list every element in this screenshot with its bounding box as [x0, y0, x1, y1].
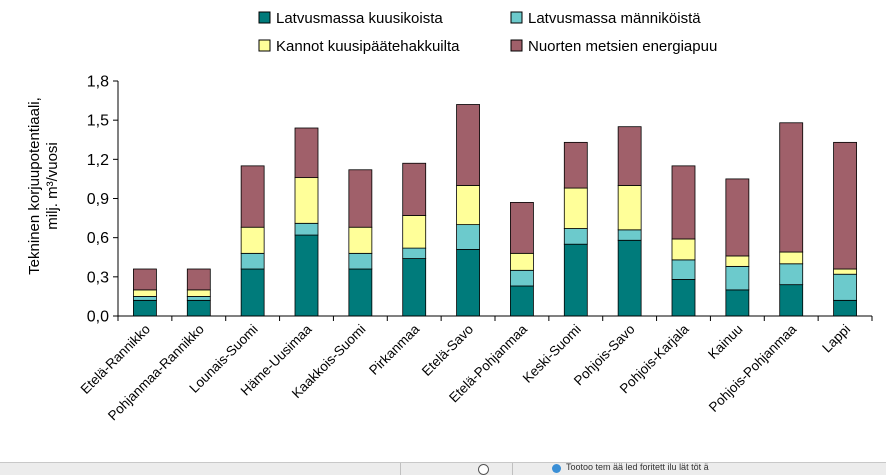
bar-segment — [779, 284, 804, 317]
legend-swatch — [258, 39, 271, 52]
bar-segment — [456, 224, 480, 250]
bar-segment — [671, 165, 696, 240]
legend-swatch — [510, 39, 523, 52]
y-tick-label: 1,5 — [87, 113, 109, 130]
legend-swatch — [258, 11, 271, 24]
x-tick-label: Lappi — [819, 322, 853, 356]
bar-segment — [294, 127, 319, 179]
bars — [133, 104, 857, 317]
status-separator — [512, 463, 513, 475]
bar-segment — [348, 169, 373, 228]
bar-segment — [402, 258, 427, 317]
bar-segment — [833, 268, 857, 275]
y-axis-title-line2: milj. m³/vuosi — [44, 142, 61, 230]
bar-segment — [240, 252, 265, 270]
bar-segment — [510, 202, 534, 254]
bar-segment — [456, 249, 480, 317]
bar-segment — [240, 165, 265, 228]
x-tick-labels: Etelä-RannikkoPohjanmaa-RannikkoLounais-… — [78, 321, 854, 423]
legend-label: Nuorten metsien energiapuu — [528, 38, 717, 55]
bar-segment — [563, 187, 588, 229]
y-tick-label: 0,6 — [87, 230, 109, 247]
bar-segment — [671, 279, 696, 317]
legend: Latvusmassa kuusikoista Latvusmassa männi… — [258, 10, 717, 55]
bar-segment — [294, 222, 319, 236]
bar-segment — [133, 299, 157, 317]
stacked-bar-chart: Latvusmassa kuusikoista Latvusmassa männi… — [26, 10, 873, 423]
bar-segment — [833, 141, 857, 270]
y-axis-title-line1: Tekninen korjuupotentiaali, — [26, 97, 43, 275]
bar-segment — [671, 259, 696, 280]
y-tick-label: 0,3 — [87, 269, 109, 286]
x-tick-label: Pirkanmaa — [366, 321, 423, 378]
bar-segment — [186, 268, 211, 291]
bar-segment — [563, 243, 588, 317]
bar-segment — [294, 177, 319, 224]
status-icon — [478, 464, 489, 475]
bar-segment — [240, 226, 265, 254]
bar-segment — [617, 229, 642, 241]
bar-segment — [510, 285, 534, 317]
legend-swatch — [510, 11, 523, 24]
bar-segment — [671, 238, 696, 261]
y-tick-label: 1,2 — [87, 152, 109, 169]
y-tick-labels: 0,0 0,3 0,6 0,9 1,2 1,5 1,8 — [87, 74, 109, 326]
bar-segment — [833, 273, 857, 301]
y-tick-label: 0,9 — [87, 191, 109, 208]
bar-segment — [133, 296, 157, 301]
status-text: Tootoo tem ää led foritett ilu lät töt ä — [566, 462, 709, 472]
bar-segment — [348, 226, 373, 254]
y-axis-title: Tekninen korjuupotentiaali, milj. m³/vuo… — [26, 97, 61, 275]
bar-segment — [617, 126, 642, 186]
bar-segment — [133, 289, 157, 297]
bar-segment — [833, 299, 857, 317]
bar-segment — [725, 178, 750, 257]
bar-segment — [617, 239, 642, 317]
bar-segment — [186, 299, 211, 317]
bar-segment — [402, 247, 427, 259]
y-tick-label: 1,8 — [87, 74, 109, 91]
bar-segment — [402, 162, 427, 216]
x-tick-label: Pohjanmaa-Rannikko — [105, 322, 207, 424]
bar-segment — [133, 268, 157, 291]
bar-segment — [563, 141, 588, 189]
bar-segment — [779, 122, 804, 253]
bar-segment — [725, 265, 750, 291]
y-tick-label: 0,0 — [87, 309, 109, 326]
bar-segment — [456, 104, 480, 186]
bar-segment — [779, 263, 804, 286]
bar-segment — [779, 251, 804, 265]
bar-segment — [563, 228, 588, 245]
x-tick-label: Kainuu — [705, 322, 745, 362]
axes — [113, 80, 873, 321]
legend-label: Latvusmassa männiköistä — [528, 10, 701, 27]
status-separator — [400, 463, 401, 475]
bar-segment — [617, 185, 642, 231]
status-bar: Tootoo tem ää led foritett ilu lät töt ä — [0, 462, 886, 475]
bar-segment — [186, 289, 211, 297]
globe-icon — [552, 464, 561, 473]
bar-segment — [456, 185, 480, 226]
bar-segment — [725, 255, 750, 267]
legend-label: Latvusmassa kuusikoista — [276, 10, 443, 27]
x-tick-label: Etelä-Savo — [419, 322, 476, 379]
bar-segment — [348, 252, 373, 270]
legend-label: Kannot kuusipäätehakkuilta — [276, 38, 460, 55]
bar-segment — [402, 215, 427, 249]
bar-segment — [186, 296, 211, 301]
bar-segment — [240, 268, 265, 317]
bar-segment — [510, 269, 534, 287]
bar-segment — [294, 234, 319, 317]
bar-segment — [510, 252, 534, 271]
bar-segment — [348, 268, 373, 317]
bar-segment — [725, 289, 750, 317]
